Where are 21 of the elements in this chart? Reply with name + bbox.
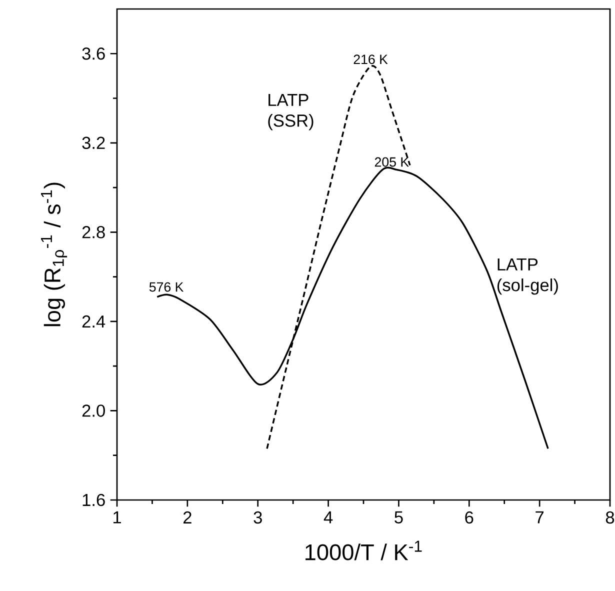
x-tick-label: 6 <box>465 511 474 524</box>
annotation: 216 K <box>354 54 388 64</box>
x-tick-label: 7 <box>536 511 544 524</box>
annotation: 576 K <box>149 282 184 292</box>
y-tick-label: 2.0 <box>82 404 105 417</box>
x-tick-label: 2 <box>183 511 192 524</box>
x-tick-label: 3 <box>254 511 262 524</box>
y-tick-label: 2.4 <box>82 315 106 328</box>
annotation: 205 K <box>374 157 409 167</box>
x-tick-label: 5 <box>394 511 403 524</box>
y-tick-label: 2.8 <box>82 226 105 238</box>
x-tick-label: 1 <box>114 511 121 524</box>
x-axis-title: 1000/T / K$^{-1}$ <box>306 540 422 560</box>
x-tick-label: 8 <box>606 511 614 524</box>
series-label: LATP (sol-gel) <box>497 258 558 295</box>
series-label: LATP (SSR) <box>268 94 314 130</box>
y-axis-title: log (R$_{1ρ}$$^{-1}$ / s$^{-1}$) <box>41 182 68 326</box>
y-tick-label: 3.2 <box>82 136 105 150</box>
x-tick-label: 4 <box>324 511 333 524</box>
y-tick-label: 3.6 <box>82 47 105 60</box>
y-tick-label: 1.6 <box>82 494 105 506</box>
